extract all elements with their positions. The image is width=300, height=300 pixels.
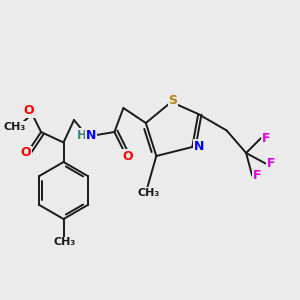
Text: H: H: [76, 129, 86, 142]
Text: O: O: [23, 104, 34, 118]
Text: F: F: [262, 131, 271, 145]
Text: O: O: [123, 150, 133, 163]
Text: F: F: [253, 169, 262, 182]
Text: CH₃: CH₃: [3, 122, 25, 132]
Text: F: F: [267, 157, 275, 170]
Text: N: N: [194, 140, 204, 153]
Text: CH₃: CH₃: [138, 188, 160, 198]
Text: CH₃: CH₃: [54, 237, 76, 248]
Text: S: S: [168, 94, 177, 107]
Text: N: N: [86, 129, 96, 142]
Text: O: O: [20, 146, 31, 160]
